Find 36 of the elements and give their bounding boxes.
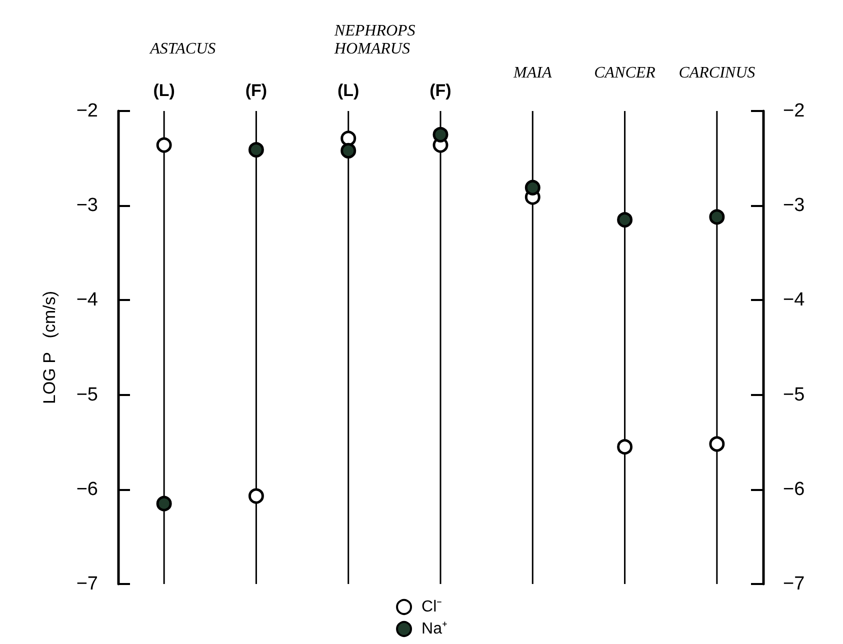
x-tick-label: (L) [153, 81, 175, 100]
point [432, 126, 448, 142]
point [248, 142, 264, 158]
y-tick-label: −6 [76, 478, 98, 500]
x-tick-label: MAIA [512, 64, 552, 82]
y-axis-title: LOG P (cm/s) [40, 290, 59, 404]
text: NEPHROPS HOMARUS [333, 22, 416, 58]
x-tick-label: CARCINUS [678, 64, 756, 82]
y2-tick-label: −6 [783, 478, 805, 500]
text: ASTACUS [149, 40, 216, 58]
y-tick-label: −3 [76, 195, 98, 216]
point [156, 496, 172, 512]
point [340, 130, 356, 146]
point [248, 488, 264, 504]
legend-label: Na⁺ [422, 620, 447, 638]
point [524, 180, 540, 196]
x-tick-label: (L) [338, 81, 360, 100]
y2-tick-label: −2 [783, 100, 805, 122]
legend-label: Cl⁻ [422, 598, 442, 616]
x-tick-label: CANCER [594, 64, 656, 82]
point [709, 209, 725, 225]
y2-tick-label: −3 [783, 195, 805, 216]
y2-tick-label: −5 [783, 384, 805, 406]
x-tick-label: (F) [430, 81, 452, 100]
point [156, 137, 172, 153]
point [617, 439, 633, 455]
y-tick-label: −4 [76, 290, 98, 311]
y2-tick-label: −7 [783, 574, 805, 594]
point [340, 142, 356, 158]
y-tick-label: −2 [76, 100, 98, 122]
x-tick-label: (F) [245, 81, 268, 100]
y-tick-label: −5 [76, 384, 98, 406]
y2-tick-label: −4 [783, 290, 806, 311]
point [617, 212, 633, 228]
y-tick-label: −7 [76, 574, 98, 594]
point [709, 436, 725, 452]
